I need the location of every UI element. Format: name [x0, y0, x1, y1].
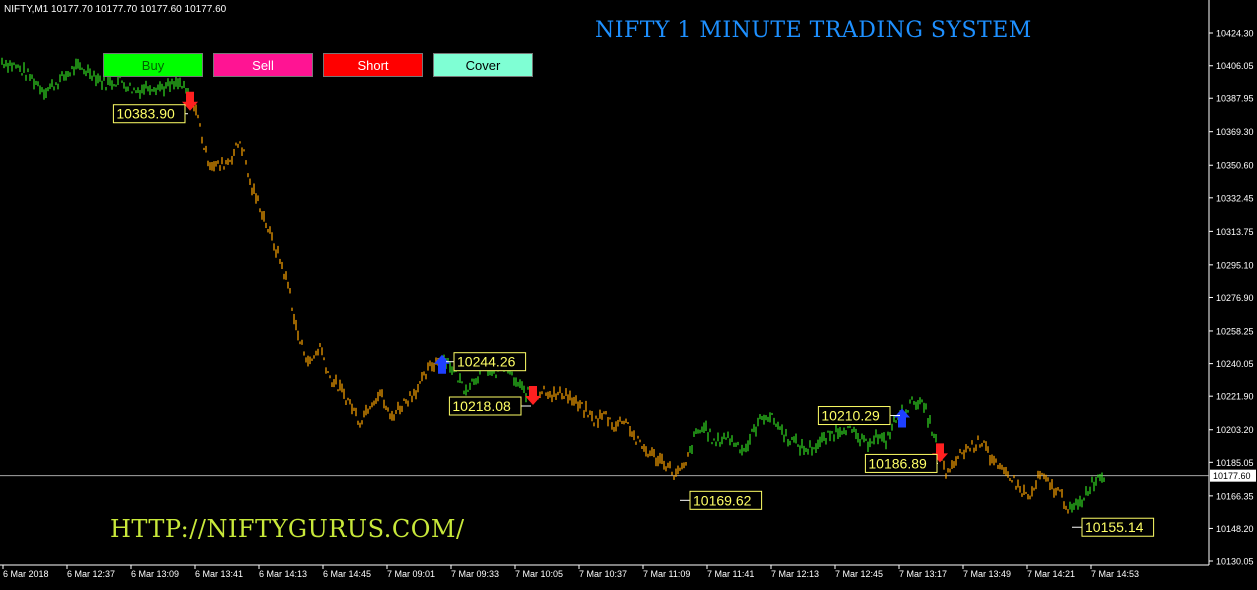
- x-tick-label: 7 Mar 09:33: [451, 569, 499, 579]
- signal-label-box: [112, 104, 186, 124]
- y-tick-label: 10130.05: [1216, 557, 1254, 567]
- y-tick-label: 10387.95: [1216, 94, 1254, 104]
- signal-label-box: [689, 490, 763, 510]
- x-tick-label: 7 Mar 10:05: [515, 569, 563, 579]
- x-tick-label: 6 Mar 2018: [3, 569, 49, 579]
- y-tick-label: 10424.30: [1216, 29, 1254, 39]
- x-tick-label: 6 Mar 13:41: [195, 569, 243, 579]
- y-tick-label: 10350.60: [1216, 161, 1254, 171]
- signal-label-box: [448, 396, 522, 416]
- current-price-label: 10177.60: [1213, 471, 1251, 481]
- sell-button[interactable]: Sell: [213, 53, 313, 77]
- y-tick-label: 10203.20: [1216, 425, 1254, 435]
- sell-arrow-icon: [182, 91, 198, 111]
- x-tick-label: 7 Mar 09:01: [387, 569, 435, 579]
- short-button[interactable]: Short: [323, 53, 423, 77]
- y-tick-label: 10258.25: [1216, 326, 1254, 336]
- x-tick-label: 6 Mar 12:37: [67, 569, 115, 579]
- y-tick-label: 10148.20: [1216, 524, 1254, 534]
- signal-label-box: [864, 453, 938, 473]
- x-tick-label: 7 Mar 10:37: [579, 569, 627, 579]
- x-tick-label: 7 Mar 14:53: [1091, 569, 1139, 579]
- signal-label-box: [1081, 517, 1155, 537]
- current-price-box: [1210, 469, 1256, 482]
- y-tick-label: 10166.35: [1216, 491, 1254, 501]
- y-tick-label: 10332.45: [1216, 193, 1254, 203]
- sell-arrow-icon: [525, 386, 541, 406]
- x-tick-label: 7 Mar 11:09: [643, 569, 690, 579]
- buy-arrow-icon: [894, 408, 910, 428]
- y-tick-label: 10313.75: [1216, 227, 1254, 237]
- website-watermark: HTTP://NIFTYGURUS.COM/: [110, 515, 465, 543]
- signal-label-box: [817, 406, 891, 426]
- y-tick-label: 10369.30: [1216, 127, 1254, 137]
- signal-label: 10244.26: [457, 354, 516, 370]
- signal-label: 10383.90: [116, 106, 175, 122]
- buy-button[interactable]: Buy: [103, 53, 203, 77]
- y-tick-label: 10240.05: [1216, 359, 1254, 369]
- chart-title: NIFTY 1 MINUTE TRADING SYSTEM: [595, 18, 1032, 43]
- x-tick-label: 7 Mar 12:13: [771, 569, 819, 579]
- x-tick-label: 7 Mar 13:17: [899, 569, 947, 579]
- x-tick-label: 7 Mar 13:49: [963, 569, 1011, 579]
- buy-arrow-icon: [434, 354, 450, 374]
- signal-label: 10155.14: [1085, 519, 1144, 535]
- x-tick-label: 7 Mar 11:41: [707, 569, 754, 579]
- x-tick-label: 6 Mar 14:13: [259, 569, 307, 579]
- y-tick-label: 10406.05: [1216, 61, 1254, 71]
- x-tick-label: 6 Mar 14:45: [323, 569, 371, 579]
- signal-label: 10186.89: [868, 455, 927, 471]
- signal-label: 10218.08: [452, 398, 511, 414]
- x-tick-label: 7 Mar 12:45: [835, 569, 883, 579]
- y-tick-label: 10185.05: [1216, 458, 1254, 468]
- symbol-info: NIFTY,M1 10177.70 10177.70 10177.60 1017…: [4, 4, 227, 15]
- y-tick-label: 10295.10: [1216, 260, 1254, 270]
- y-tick-label: 10221.90: [1216, 392, 1254, 402]
- y-tick-label: 10276.90: [1216, 293, 1254, 303]
- signal-label: 10210.29: [821, 408, 880, 424]
- signal-label: 10169.62: [693, 492, 752, 508]
- cover-button[interactable]: Cover: [433, 53, 533, 77]
- x-tick-label: 7 Mar 14:21: [1027, 569, 1075, 579]
- x-tick-label: 6 Mar 13:09: [131, 569, 179, 579]
- signal-label-box: [453, 352, 527, 372]
